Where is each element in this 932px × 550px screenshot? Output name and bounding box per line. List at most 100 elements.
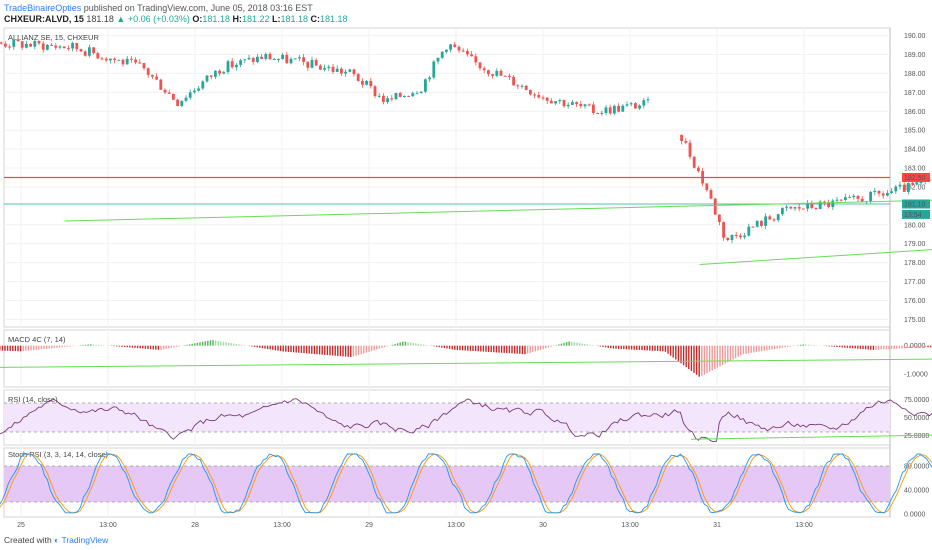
price-tick-label: 185.00 [904,128,926,135]
candle-body [419,91,423,94]
candle-body [453,44,457,47]
candle-body [890,191,893,193]
candle-body [4,43,7,47]
candle-body [67,48,70,50]
time-tick-label: 28 [191,522,199,529]
candle-body [163,89,167,93]
candle-body [348,69,352,72]
price-change: ▲ +0.06 (+0.03%) [116,14,190,24]
candle-body [835,199,839,201]
candle-body [188,92,192,98]
candle-body [369,80,373,87]
candle-body [100,58,104,60]
candle-body [104,58,108,61]
low-value: 181.18 [280,14,309,24]
open-value: 181.18 [202,14,230,24]
time-tick-label: 13:00 [273,522,291,529]
candle-body [785,206,788,208]
candle-body [41,43,45,50]
candle-body [146,68,150,75]
candle-body [734,234,738,236]
candle-body [768,216,772,220]
candle-body [516,85,520,87]
time-tick-label: 13:00 [447,522,465,529]
candle-body [260,56,263,59]
candle-body [449,44,452,50]
footer: Created with ◐ TradingView [4,535,108,545]
candle-body [755,220,759,227]
candle-body [373,86,377,97]
pane-frame [3,329,891,388]
candle-body [558,100,562,102]
candle-body [634,103,637,109]
price-tick-label: 180.00 [904,222,926,229]
candle-body [25,43,28,48]
candle-body [436,57,440,62]
candle-body [751,226,755,228]
candle-body [583,104,587,107]
candle-body [621,105,625,112]
candle-body [592,104,595,113]
candle-body [50,44,53,46]
ohlc-bar: CHXEUR:ALVD, 15 181.18 ▲ +0.06 (+0.03%) … [4,14,348,25]
candle-body [428,77,431,80]
candle-body [298,57,301,59]
candle-body [377,95,381,97]
price-label-text: 181.10 [904,201,926,208]
price-tick-label: 187.00 [904,90,926,97]
candle-body [575,102,578,104]
candle-body [474,56,478,63]
price-pane-title: ALLIANZ SE, 15, CHXEUR [8,33,99,42]
candle-body [873,190,877,192]
candle-body [394,93,398,99]
candle-body [289,58,293,64]
candle-body [138,62,142,64]
candle-body [268,54,272,60]
candle-body [613,105,616,114]
macd-pane-title: MACD 4C (7, 14) [8,335,66,344]
candle-body [222,72,226,74]
candle-body [92,47,95,54]
candle-body [697,167,700,172]
publish-header: TradeBinaireOpties published on TradingV… [4,3,313,14]
candle-body [209,75,213,77]
candle-body [831,200,835,207]
tradingview-brand[interactable]: TradingView [61,535,109,545]
price-tick-label: 190.00 [904,33,926,40]
price-tick-label: 188.00 [904,71,926,78]
candle-body [461,50,465,52]
candle-body [571,102,574,105]
candle-body [197,88,200,91]
candle-body [218,70,221,74]
price-tick-label: 178.00 [904,260,926,267]
candle-body [457,46,461,51]
price-label-box [902,209,930,219]
candle-body [172,93,175,100]
candle-body [482,68,486,71]
candle-body [356,74,360,81]
candle-body [562,100,566,107]
candle-body [860,198,864,203]
candle-body [743,235,746,238]
price-trendline [64,199,932,222]
candle-body [352,69,356,75]
symbol-label: CHXEUR:ALVD, 15 [4,14,84,24]
candle-body [802,208,805,210]
stoch-pane-title: Stoch RSI (3, 3, 14, 14, close) [8,450,109,459]
candle-body [29,43,32,47]
stoch-k-line [0,453,932,514]
stoch-band [4,466,890,502]
time-tick-label: 13:00 [621,522,639,529]
candle-body [8,46,11,48]
tradingview-logo-icon: ◐ [54,535,60,545]
price-tick-label: 175.00 [904,317,926,324]
candle-body [713,198,717,215]
candle-body [109,58,112,61]
publisher-link[interactable]: TradeBinaireOpties [4,3,82,13]
candle-body [692,156,696,168]
rsi-tick-label: 25.0000 [904,433,929,440]
candle-body [629,103,633,105]
candle-body [541,97,545,99]
candle-body [361,80,364,85]
